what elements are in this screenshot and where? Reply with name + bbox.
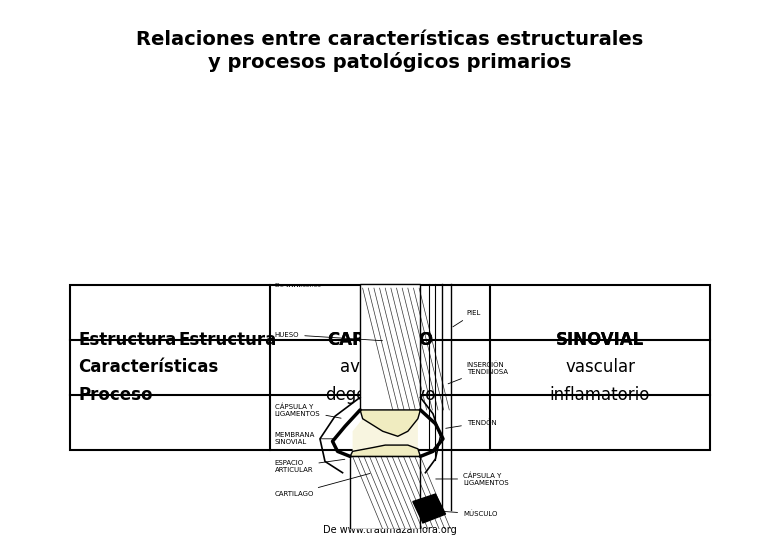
- Text: De www.ser.es: De www.ser.es: [275, 283, 321, 288]
- Text: Características: Características: [78, 359, 218, 376]
- Text: y procesos patológicos primarios: y procesos patológicos primarios: [208, 52, 572, 72]
- Polygon shape: [360, 285, 420, 410]
- Text: SINOVIAL: SINOVIAL: [556, 331, 644, 349]
- Text: HUESO: HUESO: [275, 332, 382, 341]
- Text: CARTILAGO: CARTILAGO: [327, 331, 433, 349]
- Text: CARTILAGO: CARTILAGO: [327, 331, 433, 349]
- Polygon shape: [360, 410, 420, 436]
- Text: CÁPSULA Y
LIGAMENTOS: CÁPSULA Y LIGAMENTOS: [436, 472, 509, 486]
- Text: ESPACIO
ARTICULAR: ESPACIO ARTICULAR: [275, 460, 345, 473]
- Polygon shape: [353, 418, 418, 451]
- Text: MEMBRANA
SINOVIAL: MEMBRANA SINOVIAL: [275, 433, 336, 446]
- Text: Relaciones entre características estructurales: Relaciones entre características estruct…: [136, 30, 644, 49]
- Text: Proceso: Proceso: [78, 386, 153, 404]
- Text: INSERCIÓN
TENDINOSA: INSERCIÓN TENDINOSA: [448, 362, 508, 384]
- Text: vascular: vascular: [565, 359, 635, 376]
- Polygon shape: [413, 494, 445, 523]
- Text: inflamatorio: inflamatorio: [550, 386, 651, 404]
- Text: Estructura: Estructura: [78, 331, 176, 349]
- Text: De www.traumazamora.org: De www.traumazamora.org: [323, 525, 457, 535]
- Text: TENDÓN: TENDÓN: [445, 419, 497, 428]
- Polygon shape: [350, 445, 420, 456]
- Bar: [70, 285, 710, 450]
- Text: avascular: avascular: [340, 359, 420, 376]
- Text: CARTILAGO: CARTILAGO: [275, 474, 370, 497]
- Text: MÚSCULO: MÚSCULO: [432, 511, 498, 517]
- Text: SINOVIAL: SINOVIAL: [556, 331, 644, 349]
- Text: CÁPSULA Y
LIGAMENTOS: CÁPSULA Y LIGAMENTOS: [275, 403, 341, 418]
- Text: Estructura: Estructura: [178, 331, 276, 349]
- Polygon shape: [350, 456, 420, 529]
- Text: PIEL: PIEL: [453, 310, 481, 327]
- Text: degenerativo: degenerativo: [324, 386, 435, 404]
